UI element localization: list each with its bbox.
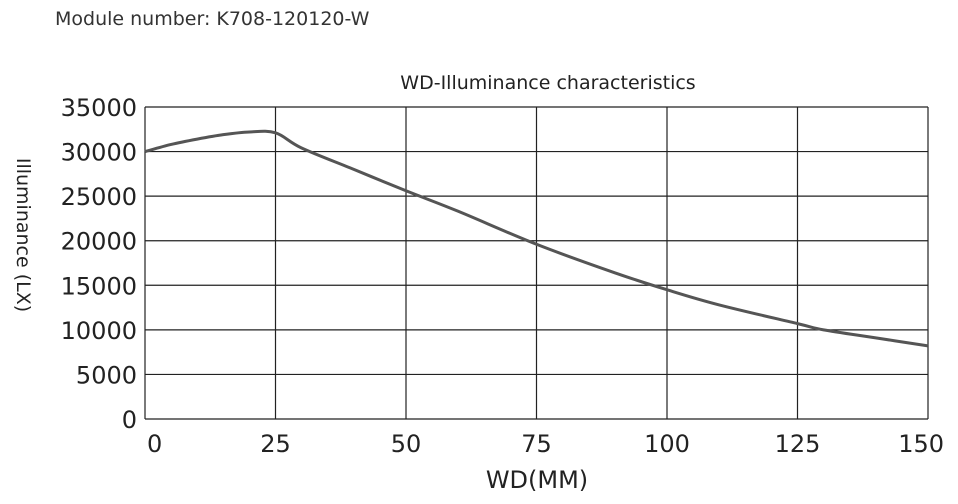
- x-tick-label: 25: [260, 430, 291, 458]
- x-tick-label: 50: [391, 430, 422, 458]
- x-tick-label: 75: [521, 430, 552, 458]
- y-tick-label: 20000: [61, 228, 137, 256]
- x-tick-label: 100: [644, 430, 690, 458]
- x-tick-labels: 0 25 50 75 100 125 150: [147, 430, 944, 458]
- x-tick-label: 150: [898, 430, 944, 458]
- chart-title: WD-Illuminance characteristics: [400, 72, 695, 94]
- y-tick-label: 35000: [61, 94, 137, 122]
- x-axis-title: WD(MM): [486, 466, 588, 494]
- y-tick-label: 30000: [61, 139, 137, 167]
- y-tick-label: 25000: [61, 183, 137, 211]
- y-tick-label: 5000: [76, 361, 137, 389]
- series-group: [144, 129, 929, 348]
- y-axis-title: Illuminance (LX): [12, 158, 34, 312]
- grid-lines: [144, 106, 929, 420]
- y-tick-label: 15000: [61, 272, 137, 300]
- x-tick-label: 125: [775, 430, 821, 458]
- series-line: [144, 129, 929, 348]
- x-tick-label: 0: [147, 430, 162, 458]
- y-tick-labels: 0 5000 10000 15000 20000 25000 30000 35000: [61, 94, 137, 434]
- y-tick-label: 10000: [61, 317, 137, 345]
- y-tick-label: 0: [122, 406, 137, 434]
- module-number-label: Module number: K708-120120-W: [55, 8, 370, 30]
